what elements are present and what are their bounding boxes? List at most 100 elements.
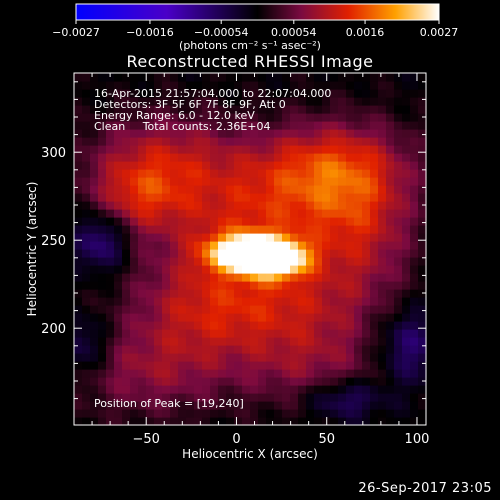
heatmap-cell bbox=[202, 417, 211, 426]
heatmap-cell bbox=[138, 233, 147, 242]
heatmap-cell bbox=[314, 297, 323, 306]
heatmap-cell bbox=[186, 385, 195, 394]
heatmap-cell bbox=[210, 401, 219, 410]
heatmap-cell bbox=[386, 89, 395, 98]
heatmap-cell bbox=[130, 81, 139, 90]
heatmap-cell bbox=[98, 273, 107, 282]
heatmap-cell bbox=[178, 377, 187, 386]
heatmap-cell bbox=[90, 369, 99, 378]
heatmap-cell bbox=[250, 385, 259, 394]
heatmap-cell bbox=[194, 409, 203, 418]
heatmap-cell bbox=[154, 297, 163, 306]
heatmap-cell bbox=[418, 217, 427, 226]
heatmap-cell bbox=[258, 177, 267, 186]
heatmap-cell bbox=[322, 217, 331, 226]
heatmap-cell bbox=[338, 393, 347, 402]
heatmap-cell bbox=[266, 89, 275, 98]
heatmap-cell bbox=[186, 329, 195, 338]
heatmap-cell bbox=[114, 417, 123, 426]
heatmap-cell bbox=[338, 105, 347, 114]
heatmap-cell bbox=[122, 73, 131, 82]
heatmap-cell bbox=[226, 385, 235, 394]
heatmap-cell bbox=[170, 105, 179, 114]
heatmap-cell bbox=[234, 393, 243, 402]
heatmap-cell bbox=[338, 97, 347, 106]
heatmap-cell bbox=[210, 177, 219, 186]
y-tick-label: 200 bbox=[41, 322, 66, 337]
heatmap-cell bbox=[298, 361, 307, 370]
heatmap-cell bbox=[330, 225, 339, 234]
heatmap-cell bbox=[130, 401, 139, 410]
heatmap-cell bbox=[162, 361, 171, 370]
heatmap-cell bbox=[370, 401, 379, 410]
heatmap-cell bbox=[258, 217, 267, 226]
heatmap-cell bbox=[410, 249, 419, 258]
heatmap-cell bbox=[178, 409, 187, 418]
heatmap-cell bbox=[258, 313, 267, 322]
heatmap-cell bbox=[306, 105, 315, 114]
heatmap-cell bbox=[322, 289, 331, 298]
heatmap-cell bbox=[226, 145, 235, 154]
heatmap-cell bbox=[242, 185, 251, 194]
heatmap-cell bbox=[98, 81, 107, 90]
heatmap-cell bbox=[98, 257, 107, 266]
heatmap-cells bbox=[74, 73, 427, 426]
heatmap-cell bbox=[338, 321, 347, 330]
heatmap-cell bbox=[234, 361, 243, 370]
heatmap-cell bbox=[98, 313, 107, 322]
heatmap-cell bbox=[106, 241, 115, 250]
heatmap-cell bbox=[234, 265, 243, 274]
heatmap-cell bbox=[170, 129, 179, 138]
heatmap-cell bbox=[330, 121, 339, 130]
heatmap-cell bbox=[202, 249, 211, 258]
heatmap-cell bbox=[74, 81, 83, 90]
heatmap-cell bbox=[130, 137, 139, 146]
heatmap-cell bbox=[282, 217, 291, 226]
heatmap-cell bbox=[114, 249, 123, 258]
heatmap-cell bbox=[258, 201, 267, 210]
heatmap-cell bbox=[418, 161, 427, 170]
heatmap-cell bbox=[402, 225, 411, 234]
heatmap-cell bbox=[146, 217, 155, 226]
heatmap-cell bbox=[194, 233, 203, 242]
heatmap-cell bbox=[170, 217, 179, 226]
heatmap-cell bbox=[346, 193, 355, 202]
heatmap-cell bbox=[266, 313, 275, 322]
heatmap-cell bbox=[274, 377, 283, 386]
heatmap-cell bbox=[82, 161, 91, 170]
heatmap-cell bbox=[138, 305, 147, 314]
heatmap-cell bbox=[330, 361, 339, 370]
heatmap-cell bbox=[154, 337, 163, 346]
heatmap-cell bbox=[410, 209, 419, 218]
heatmap-cell bbox=[226, 217, 235, 226]
heatmap-cell bbox=[178, 241, 187, 250]
heatmap-cell bbox=[314, 81, 323, 90]
heatmap-cell bbox=[154, 369, 163, 378]
heatmap-cell bbox=[122, 321, 131, 330]
heatmap-cell bbox=[330, 137, 339, 146]
heatmap-cell bbox=[138, 113, 147, 122]
heatmap-cell bbox=[98, 169, 107, 178]
heatmap-cell bbox=[130, 241, 139, 250]
heatmap-cell bbox=[274, 249, 283, 258]
heatmap-cell bbox=[242, 369, 251, 378]
heatmap-cell bbox=[338, 409, 347, 418]
heatmap-cell bbox=[282, 177, 291, 186]
heatmap-cell bbox=[346, 73, 355, 82]
heatmap-cell bbox=[346, 297, 355, 306]
heatmap-cell bbox=[282, 169, 291, 178]
heatmap-cell bbox=[378, 161, 387, 170]
heatmap-cell bbox=[250, 201, 259, 210]
colorbar-ticks: −0.0027 −0.0016 −0.00054 0.00054 0.0016 0.002… bbox=[52, 20, 458, 39]
heatmap-cell bbox=[162, 209, 171, 218]
heatmap-cell bbox=[74, 409, 83, 418]
heatmap-cell bbox=[146, 145, 155, 154]
heatmap-cell bbox=[314, 241, 323, 250]
heatmap-cell bbox=[298, 409, 307, 418]
heatmap-cell bbox=[98, 129, 107, 138]
heatmap-cell bbox=[194, 161, 203, 170]
heatmap-cell bbox=[130, 361, 139, 370]
heatmap-cell bbox=[314, 393, 323, 402]
heatmap-cell bbox=[306, 97, 315, 106]
heatmap-cell bbox=[322, 153, 331, 162]
